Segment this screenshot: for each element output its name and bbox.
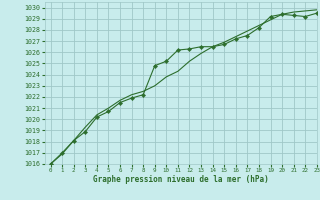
X-axis label: Graphe pression niveau de la mer (hPa): Graphe pression niveau de la mer (hPa)	[93, 175, 269, 184]
